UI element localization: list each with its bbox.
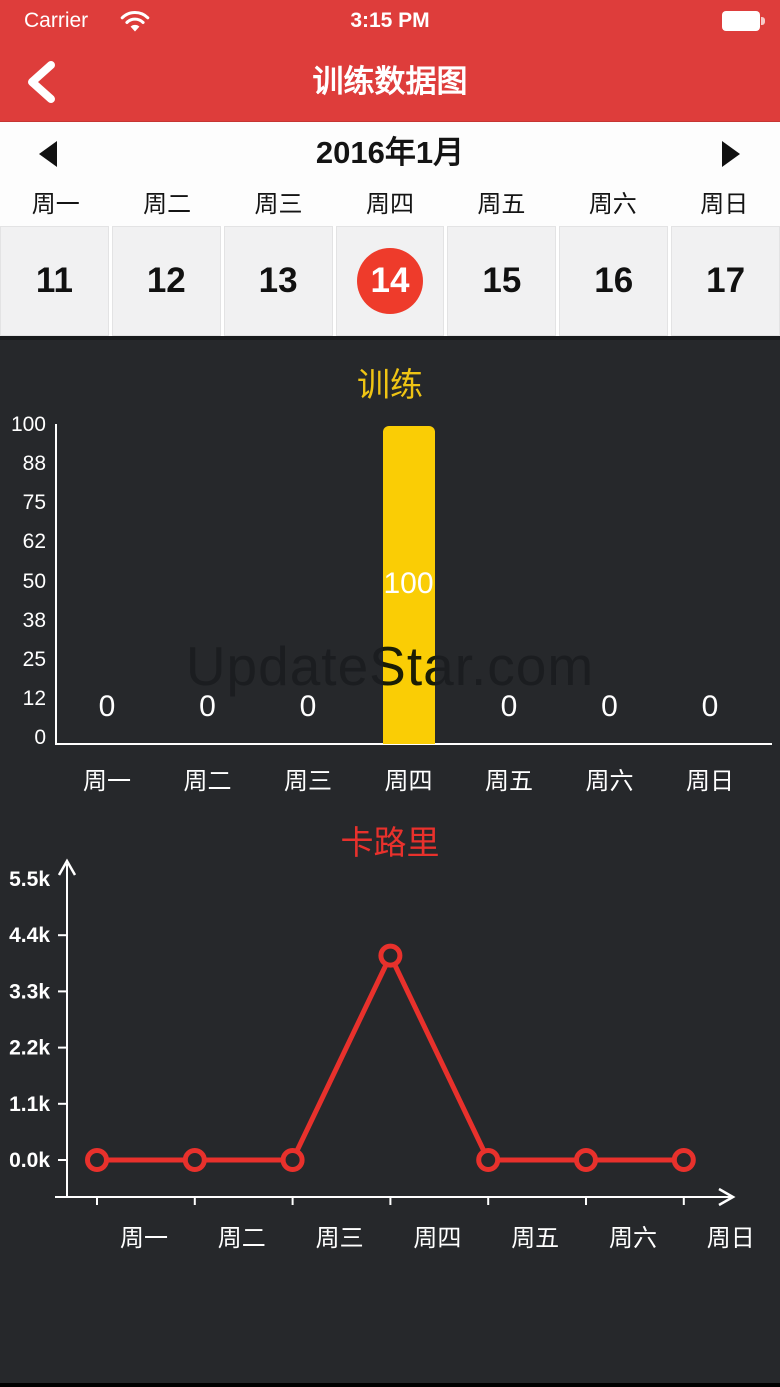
x-axis-label: 周一 [83,768,131,795]
bar-value-label: 0 [199,690,216,723]
bar-chart-x-axis [55,743,772,745]
bar-value-label: 0 [299,690,317,723]
date-number: 17 [706,261,746,300]
y-axis-arrow [57,858,77,876]
weekday-label: 周四 [365,191,414,218]
carrier-label: Carrier [24,9,89,32]
month-label: 2016年1月 [315,135,465,170]
y-axis-tick-label: 50 [22,569,46,593]
x-axis-label: 周一 [120,1225,168,1252]
x-axis-label: 周六 [585,768,634,795]
x-axis-label: 周五 [511,1225,559,1252]
y-axis-tick-label: 1.1k [9,1093,50,1116]
y-axis-tick-label: 88 [22,452,46,476]
y-axis-tick-label: 0.0k [9,1149,50,1172]
x-axis-arrow [718,1187,736,1207]
bar [382,426,435,744]
x-axis-label: 周三 [284,768,332,795]
y-axis-tick-label: 62 [22,530,46,554]
back-button[interactable] [26,60,56,104]
date-number: 11 [35,261,73,300]
weekday-label: 周五 [477,191,526,218]
weekday-label: 周三 [254,191,303,218]
date-number: 15 [482,261,522,300]
section-divider [0,336,780,340]
weekday-label: 周二 [143,191,192,218]
y-axis-tick-label: 0 [34,726,46,749]
page-title: 训练数据图 [312,64,468,99]
weekday-header-row: 周一 周二 周三 周四 周五 周六 周日 [0,184,780,226]
bar-value-label: 0 [701,690,719,723]
x-axis-label: 周四 [384,768,433,795]
bar-value-label: 0 [98,690,116,723]
data-point-marker [476,1148,501,1172]
x-axis-label: 周四 [413,1225,461,1252]
y-axis-tick-label: 12 [22,686,46,710]
date-cell-selected[interactable]: 14 [335,226,445,336]
x-axis-label: 周日 [686,768,734,795]
y-axis-tick-label: 38 [22,608,46,632]
x-axis-label: 周五 [485,768,533,795]
line-chart-title: 卡路里 [340,824,440,861]
date-cell[interactable]: 11 [0,226,109,336]
data-point-marker [574,1148,598,1172]
selected-day-circle: 14 [357,248,423,314]
next-month-button[interactable] [722,141,740,167]
data-line [97,953,684,1163]
date-number: 16 [594,261,634,300]
battery-icon [722,11,766,31]
nav-bar: 训练数据图 [0,42,780,122]
status-bar: Carrier 3:15 PM [0,0,780,42]
weekday-label: 周一 [31,191,80,218]
x-axis-label: 周二 [183,768,232,795]
x-axis-label: 周二 [218,1225,266,1252]
x-axis-label: 周三 [316,1225,364,1252]
bar-value-label: 0 [500,690,518,723]
bar-value-label: 0 [601,690,618,723]
data-point-marker [671,1148,696,1172]
y-axis-tick-label: 100 [10,413,46,436]
x-axis-label: 周日 [707,1225,755,1252]
charts-section: 训练 100 88 75 62 50 38 25 12 0 0 周一 0 周二 0 周三 100 周四 0 周五 0 周… [0,336,780,1383]
weekday-label: 周六 [588,191,637,218]
data-point-marker [182,1148,207,1172]
date-cell[interactable]: 15 [447,226,557,336]
bar-chart-title: 训练 [357,366,423,403]
home-indicator-strip [0,1383,780,1387]
x-axis-label: 周六 [609,1225,657,1252]
date-cell[interactable]: 16 [559,226,669,336]
data-point-marker [85,1148,109,1172]
y-axis-tick-label: 2.2k [9,1037,50,1060]
date-number: 12 [146,261,186,300]
y-axis-tick-label: 3.3k [9,980,50,1003]
bar-chart-y-axis [55,424,57,745]
prev-month-button[interactable] [39,141,57,167]
data-point-marker [378,943,403,968]
date-cell[interactable]: 12 [111,226,221,336]
date-cell[interactable]: 13 [223,226,333,336]
data-point-marker [280,1148,305,1172]
y-axis-tick-label: 75 [22,491,46,515]
date-number: 13 [258,261,298,300]
y-axis-tick-label: 4.4k [9,924,50,947]
date-cell[interactable]: 17 [671,226,780,336]
date-number: 14 [370,261,410,300]
bar-value-label: 100 [383,567,434,600]
status-time: 3:15 PM [350,9,430,32]
calendar: 2016年1月 周一 周二 周三 周四 周五 周六 周日 11 12 13 14… [0,122,780,336]
y-axis-tick-label: 5.5k [9,868,50,891]
watermark-text: UpdateStar.com [185,635,595,697]
date-row: 11 12 13 14 15 16 17 [0,226,780,336]
weekday-label: 周日 [700,191,749,218]
line-chart: 5.5k 4.4k 3.3k 2.2k 1.1k 0.0k 周一 周二 周三 周四 周五 周六 周日 [9,858,755,1252]
wifi-icon [120,11,150,32]
y-axis-tick-label: 25 [22,647,46,671]
